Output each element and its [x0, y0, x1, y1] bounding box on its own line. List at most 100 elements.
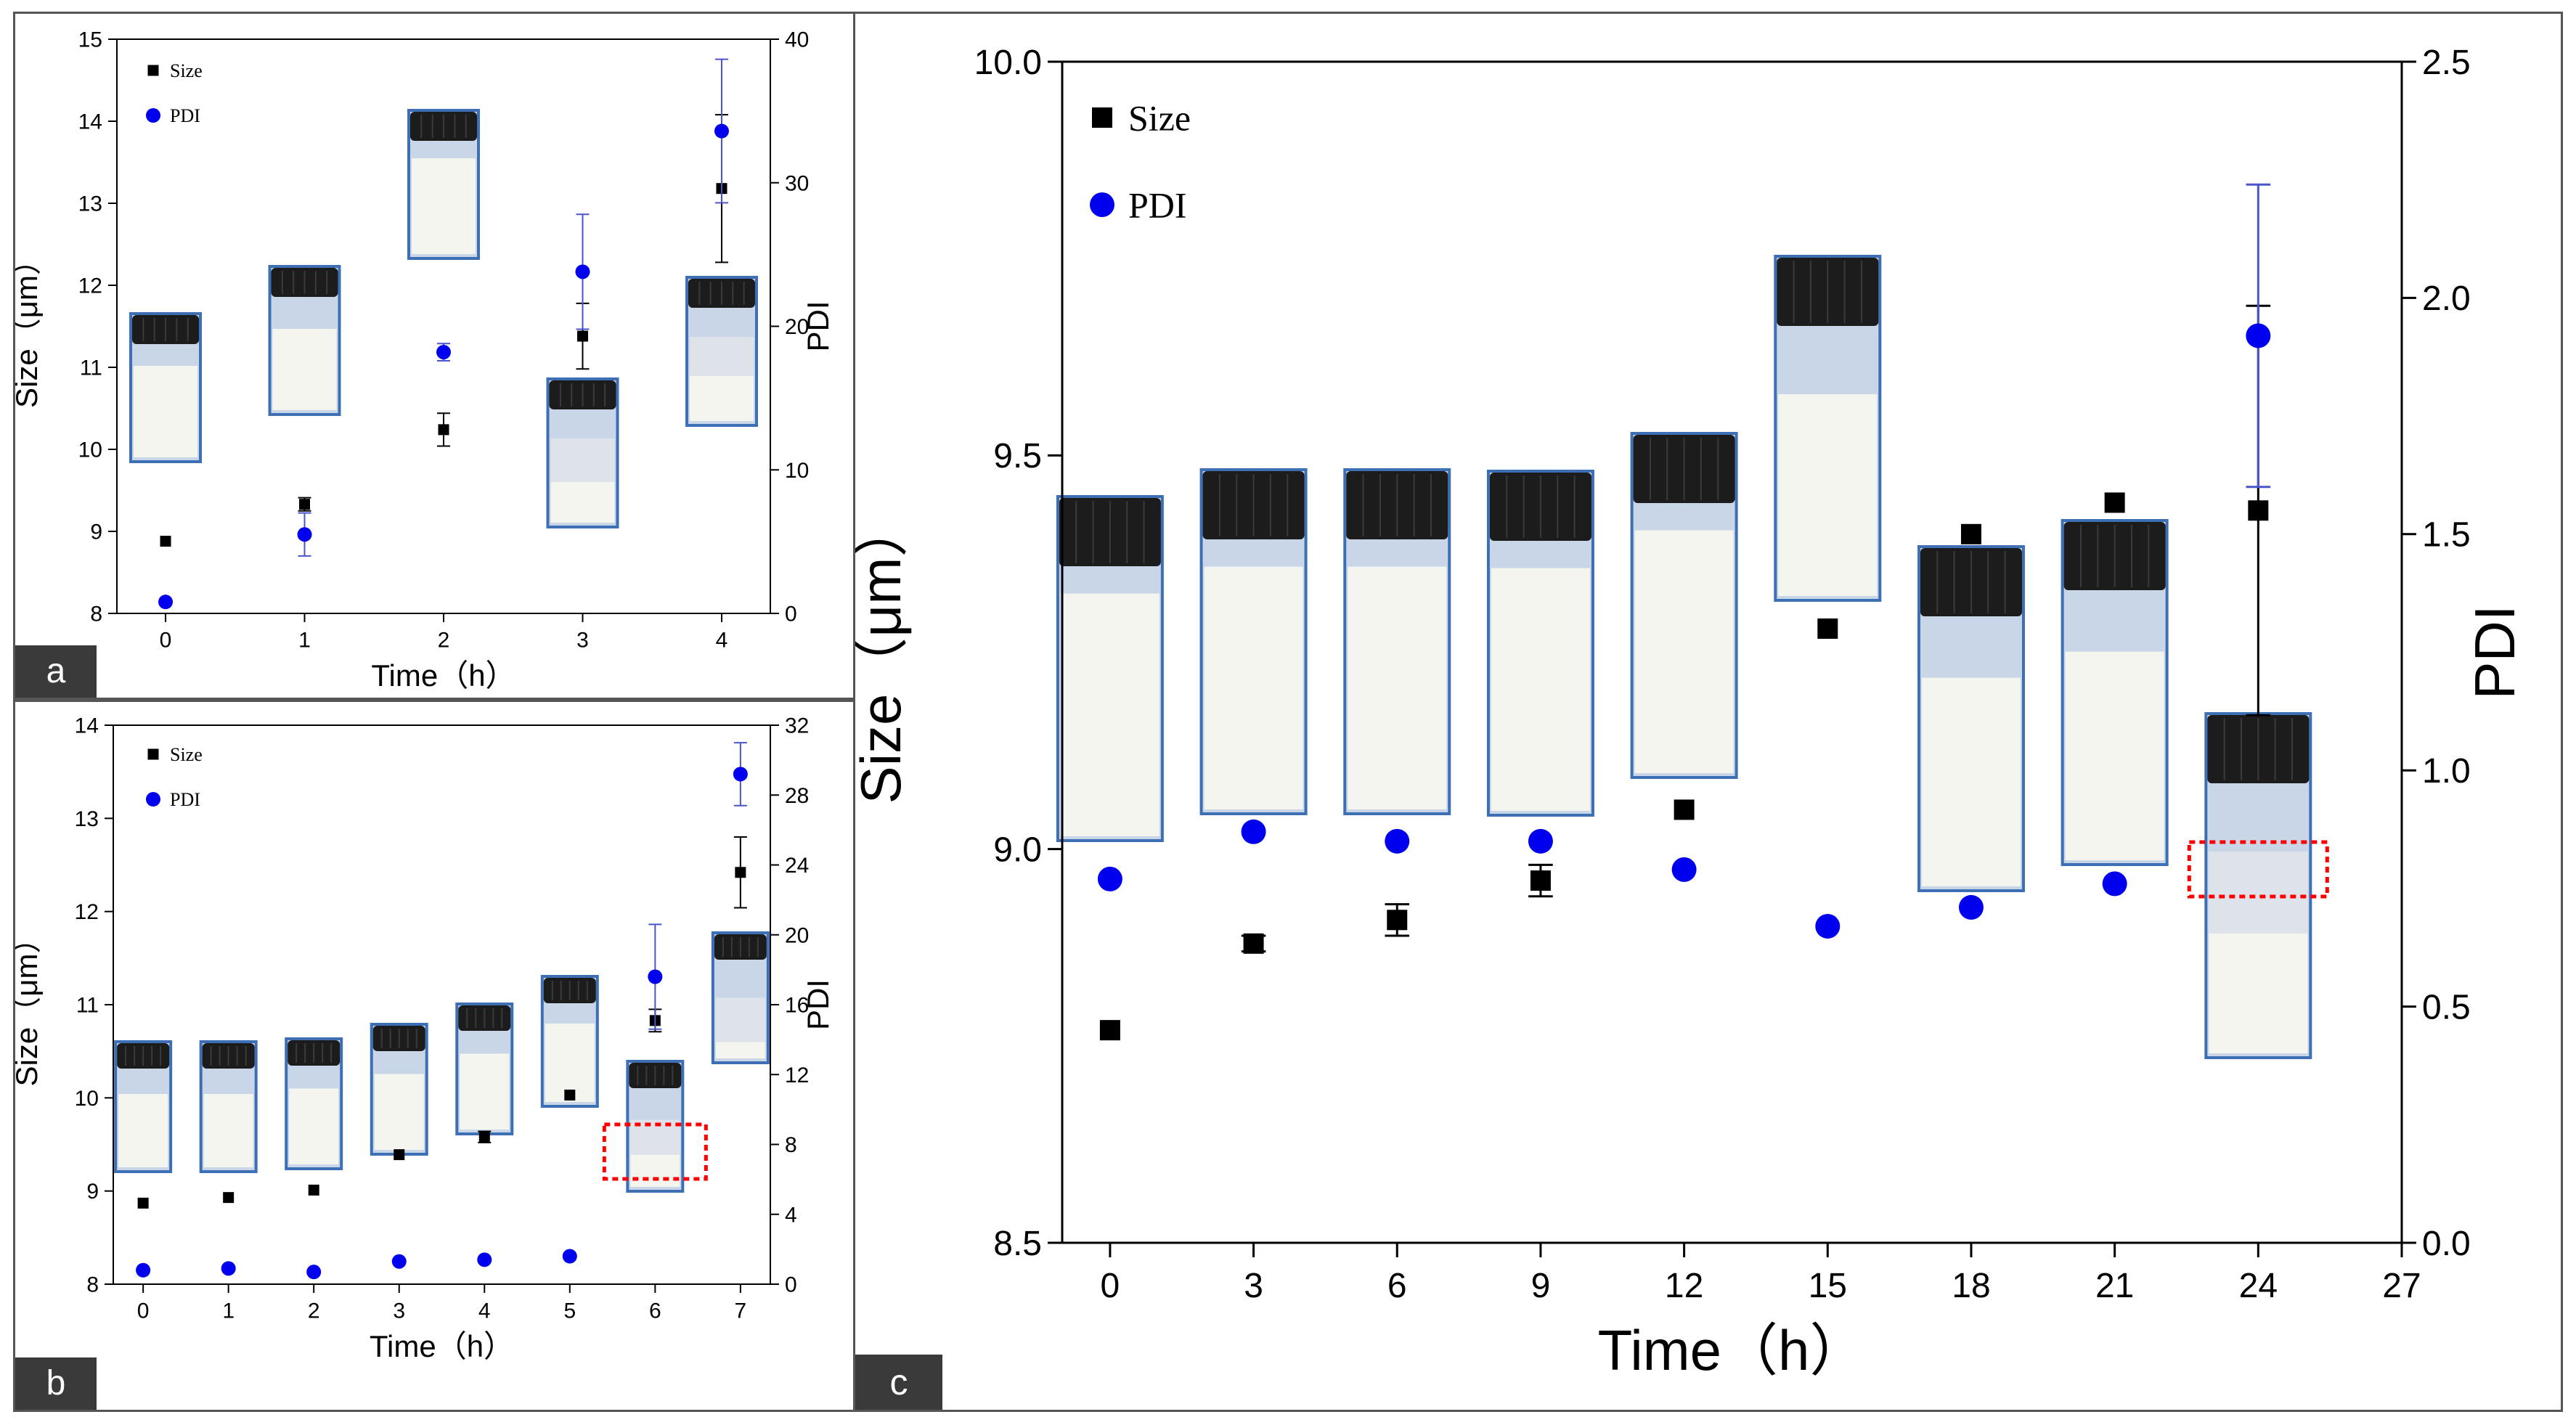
series-pdi-a	[158, 58, 729, 610]
vial-liquid	[545, 1024, 595, 1102]
vial-clear-layer	[715, 997, 765, 1042]
y2-axis-title: PDI	[2463, 605, 2527, 699]
separation-highlight-box	[602, 1122, 708, 1181]
x-tick-label: 3	[1244, 1267, 1263, 1305]
vial-photo-b-1	[199, 1040, 258, 1173]
pdi-data-point	[1958, 894, 1984, 920]
y2-tick-label: 30	[785, 171, 809, 195]
legend-a: Size PDI	[146, 60, 203, 126]
legend-pdi-label: PDI	[170, 105, 200, 126]
pdi-data-point	[714, 123, 729, 139]
size-data-point	[478, 1131, 490, 1143]
y-tick-label: 9	[90, 520, 102, 544]
vial-photo-a-2	[407, 109, 480, 260]
y2-tick-label: 1.5	[2422, 516, 2471, 555]
size-data-point	[2248, 500, 2269, 521]
y2-tick-label: 8	[785, 1133, 797, 1157]
pdi-data-point	[562, 1249, 577, 1264]
vial-photos-b	[114, 931, 770, 1193]
panel-label-c: c	[855, 1355, 942, 1410]
size-data-point	[1099, 1020, 1120, 1041]
legend-size-marker	[147, 65, 159, 76]
y-tick-label: 8.5	[993, 1225, 1042, 1263]
legend-size-label: Size	[170, 60, 203, 81]
y2-tick-label: 2.5	[2422, 44, 2471, 82]
y-tick-label: 13	[75, 807, 99, 831]
x-tick-label: 24	[2239, 1267, 2278, 1305]
legend-pdi-marker	[1090, 192, 1114, 217]
y2-tick-label: 20	[785, 923, 809, 947]
pdi-data-point	[2246, 323, 2271, 348]
pdi-data-point	[1097, 866, 1122, 891]
y2-tick-label: 20	[785, 315, 809, 339]
vial-liquid	[412, 158, 476, 254]
pdi-data-point	[1671, 857, 1697, 882]
vial-photo-a-3	[546, 377, 619, 528]
y-tick-label: 15	[78, 28, 102, 52]
y-tick-label: 13	[78, 192, 102, 216]
y-tick-label: 14	[78, 110, 102, 134]
vial-liquid	[272, 329, 337, 410]
pdi-data-point	[1528, 828, 1553, 854]
y2-tick-label: 40	[785, 28, 809, 52]
vial-photo-c-4	[1630, 432, 1738, 779]
y-tick-label: 10	[75, 1087, 99, 1111]
y2-tick-label: 28	[785, 784, 809, 808]
separation-highlight-box	[2187, 840, 2329, 899]
vial-liquid	[1204, 566, 1303, 809]
y-tick-label: 10.0	[974, 44, 1042, 82]
legend-pdi-marker	[146, 108, 160, 123]
vial-clear-layer	[2209, 852, 2308, 934]
y2-tick-label: 4	[785, 1203, 797, 1227]
x-axis-title: Time（h）	[371, 658, 515, 693]
vial-photo-a-0	[129, 312, 203, 463]
y-tick-label: 9.0	[993, 830, 1042, 869]
chart-panel-a: 0 1 2 3 4 8 9 10 11 12 13 14 15 0 10 20 30 40 Time（h） Size（…	[13, 12, 855, 700]
vial-clear-layer	[689, 337, 754, 376]
y2-tick-label: 0	[785, 603, 797, 626]
vial-photo-b-2	[285, 1037, 343, 1170]
vial-liquid	[1778, 394, 1878, 596]
vial-photo-c-0	[1056, 495, 1164, 842]
vial-liquid	[1921, 677, 2021, 886]
y-tick-label: 14	[75, 714, 99, 738]
x-tick-label: 4	[716, 629, 728, 653]
y2-tick-label: 0	[785, 1273, 797, 1297]
chart-panel-c: 0 3 6 9 12 15 18 21 24 27 8.5 9.0 9.5 10.0 0.0 0.5 1.0 1.…	[853, 12, 2563, 1412]
panel-label-c-text: c	[889, 1362, 908, 1402]
pdi-data-point	[1385, 828, 1410, 854]
y2-tick-label: 12	[785, 1063, 809, 1087]
pdi-data-point	[221, 1261, 236, 1276]
legend-size-marker	[1092, 107, 1112, 128]
chart-b-svg: 0 1 2 3 4 5 6 7891011121314048121620242832Time（…	[15, 714, 835, 1364]
chart-panel-b: 0 1 2 3 4 5 6 7 8 9 10 11 12 13 14 0 4 8 12 16 20 24 28 32 Time（…	[13, 700, 855, 1412]
size-data-point	[137, 1197, 149, 1209]
legend-b: Size PDI	[146, 744, 203, 810]
pdi-data-point	[306, 1265, 322, 1280]
vial-photo-c-2	[1343, 468, 1451, 815]
y-tick-label: 9.5	[993, 437, 1042, 475]
vial-photo-c-3	[1486, 470, 1594, 817]
series-pdi-c	[1097, 183, 2271, 939]
y2-tick-label: 0.5	[2422, 988, 2471, 1026]
size-data-point	[1530, 870, 1551, 891]
x-tick-label: 21	[2095, 1267, 2134, 1305]
y-tick-label: 12	[78, 274, 102, 298]
size-data-point	[308, 1184, 319, 1196]
vial-photo-c-5	[1774, 255, 1882, 602]
y2-tick-label: 10	[785, 459, 809, 483]
vial-liquid	[460, 1053, 510, 1130]
pdi-data-point	[648, 969, 663, 984]
x-tick-label: 0	[137, 1299, 150, 1323]
panel-label-b-text: b	[46, 1364, 66, 1402]
size-data-point	[1817, 618, 1838, 639]
x-tick-label: 1	[298, 629, 311, 653]
vial-liquid	[1060, 593, 1159, 836]
plot-frame-b	[113, 724, 771, 1285]
y2-tick-label: 24	[785, 854, 809, 878]
size-data-point	[223, 1192, 235, 1204]
size-data-point	[564, 1089, 576, 1101]
size-data-point	[1960, 523, 1981, 544]
pdi-data-point	[1815, 913, 1841, 939]
chart-a-svg: 0 1 2 3 489101112131415010203040Time（h）Size（…	[15, 28, 835, 693]
